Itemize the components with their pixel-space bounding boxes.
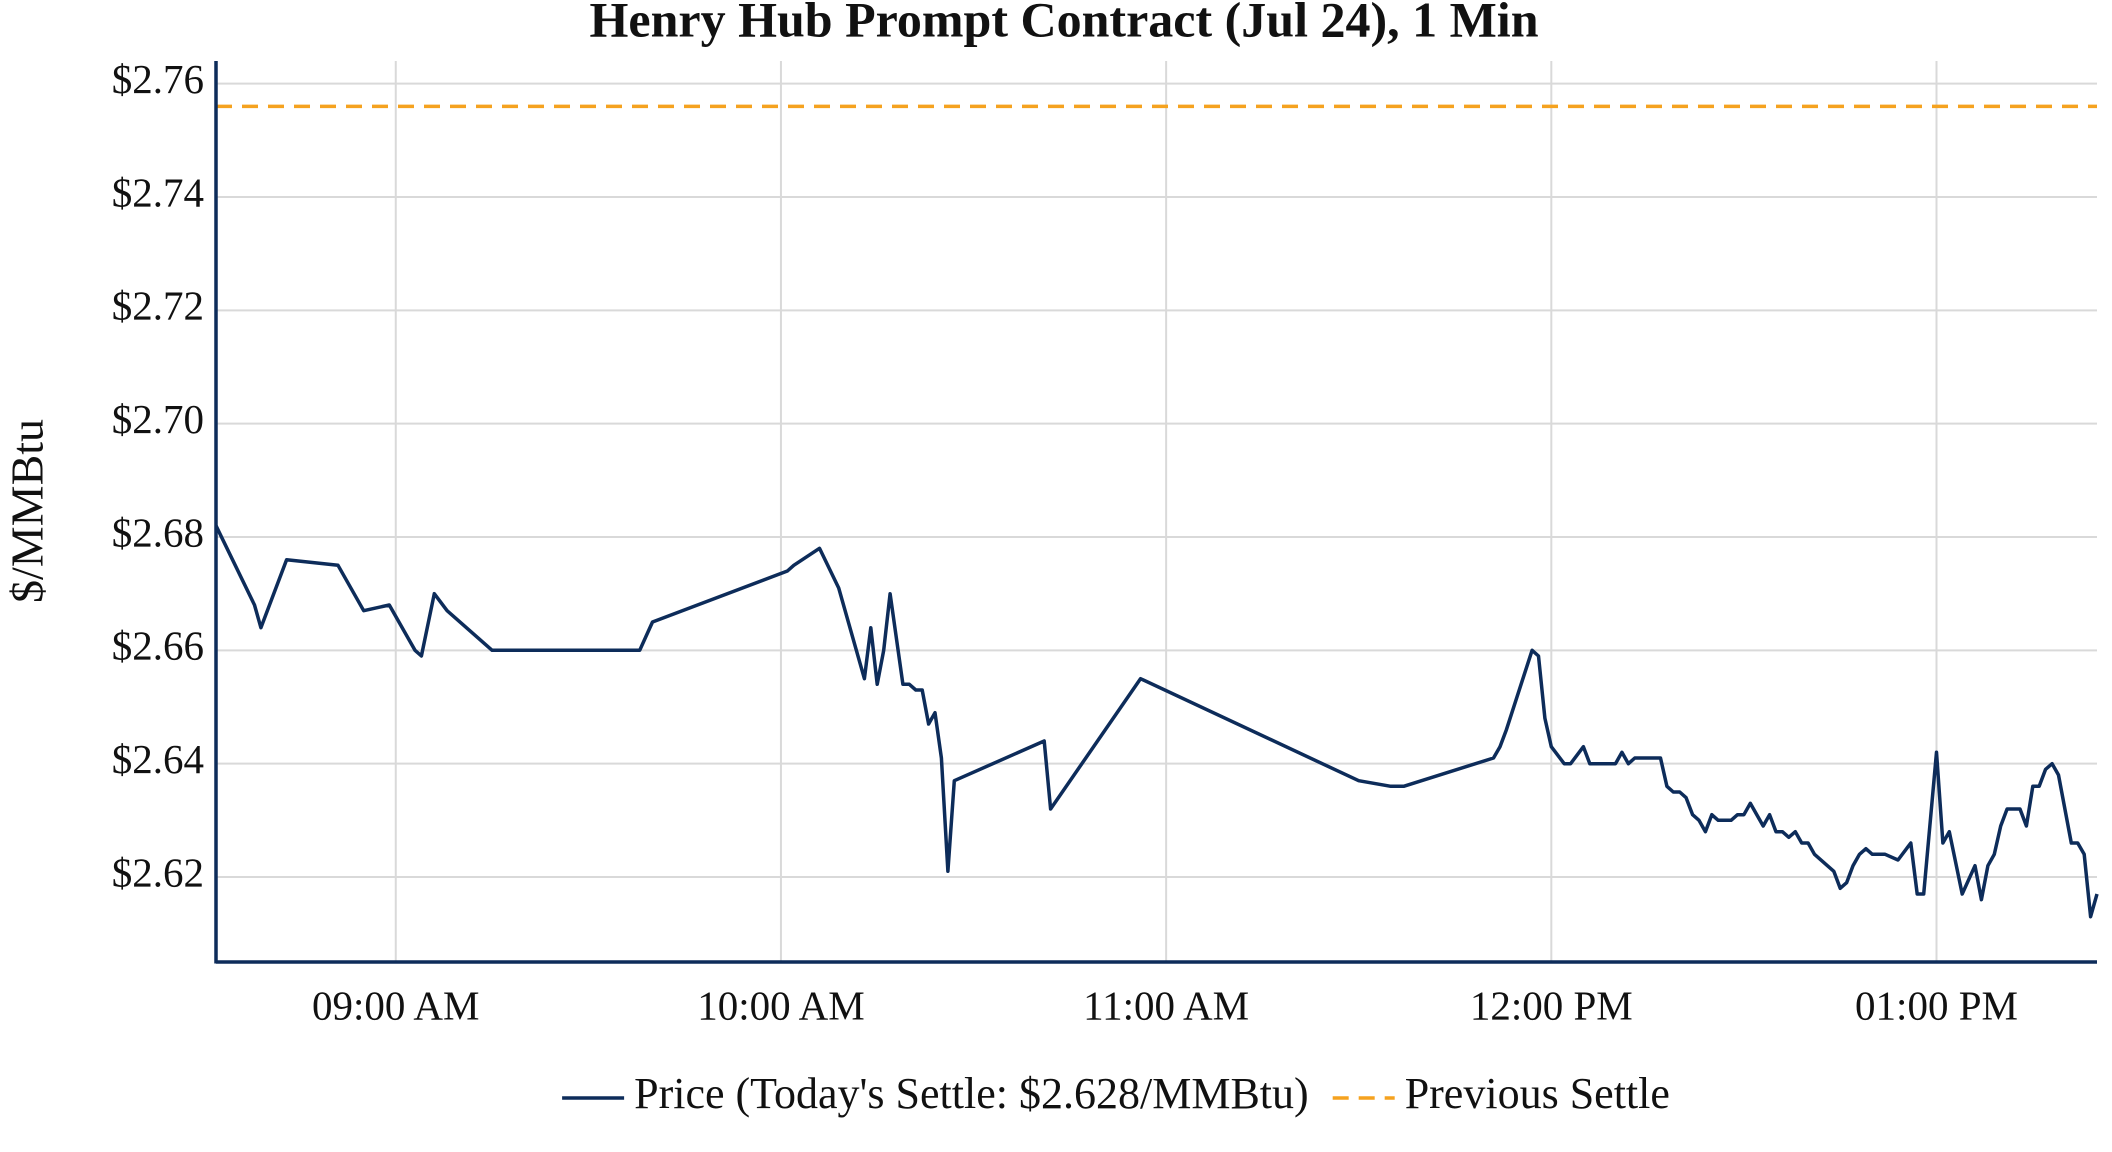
y-tick-label: $2.64 [112,736,204,782]
x-tick-label: 10:00 AM [697,982,864,1028]
chart-title: Henry Hub Prompt Contract (Jul 24), 1 Mi… [589,0,1538,47]
y-tick-label: $2.72 [112,283,204,329]
y-tick-label: $2.66 [112,623,204,669]
y-tick-label: $2.62 [112,849,204,895]
y-tick-label: $2.76 [112,56,204,102]
y-tick-label: $2.74 [112,169,204,215]
y-axis-label: $/MMBtu [2,419,53,603]
price-line [214,524,2099,919]
legend-label: Price (Today's Settle: $2.628/MMBtu) [634,1069,1309,1118]
y-tick-label: $2.70 [112,396,204,442]
x-tick-label: 01:00 PM [1855,982,2018,1028]
y-tick-label: $2.68 [112,509,204,555]
x-tick-label: 12:00 PM [1470,982,1633,1028]
x-tick-label: 09:00 AM [312,982,479,1028]
x-tick-label: 11:00 AM [1083,982,1249,1028]
legend-label: Previous Settle [1405,1069,1670,1118]
